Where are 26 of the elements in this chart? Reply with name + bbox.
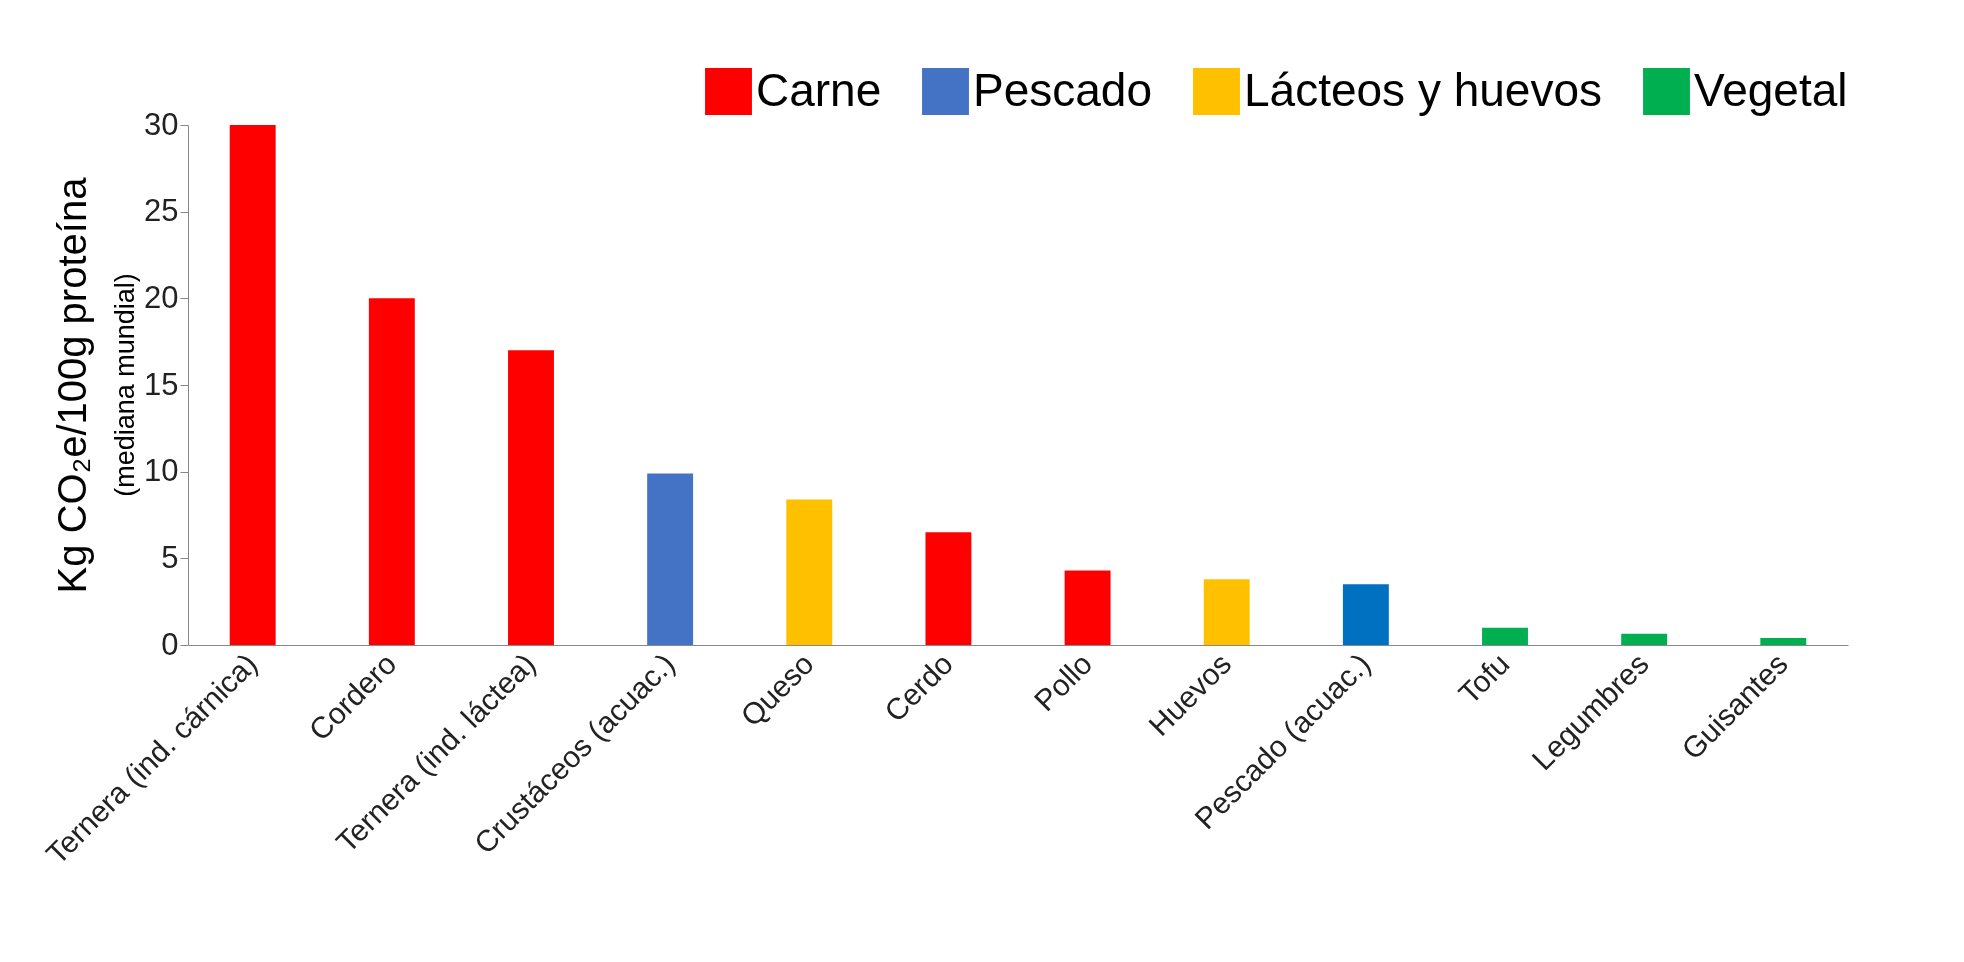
legend-label: Vegetal [1694, 63, 1848, 116]
y-tick-label: 20 [144, 279, 179, 315]
y-axis-title: Kg CO₂e/100g proteína [50, 176, 95, 594]
bar [368, 298, 415, 645]
y-tick-label: 0 [161, 626, 179, 662]
bar [1621, 633, 1668, 645]
y-tick-label: 15 [144, 366, 179, 402]
bar [1203, 579, 1250, 645]
y-tick-label: 10 [144, 453, 179, 489]
y-tick-label: 30 [144, 106, 179, 142]
bar [1342, 584, 1389, 645]
bar [925, 532, 972, 645]
bar [647, 473, 694, 645]
y-tick-label: 5 [161, 539, 179, 575]
bar [1760, 638, 1807, 645]
bar [1482, 627, 1528, 645]
text: (mediana mundial) [110, 273, 140, 497]
bar [508, 350, 554, 645]
legend-label: Lácteos y huevos [1244, 63, 1603, 116]
y-tick-label: 25 [144, 193, 179, 229]
x-tick-label: Tofu [1452, 646, 1516, 711]
bar [1064, 570, 1111, 645]
bar [786, 499, 833, 645]
legend-label: Pescado [973, 63, 1153, 116]
legend-label: Carne [756, 63, 882, 116]
bar [229, 125, 276, 645]
